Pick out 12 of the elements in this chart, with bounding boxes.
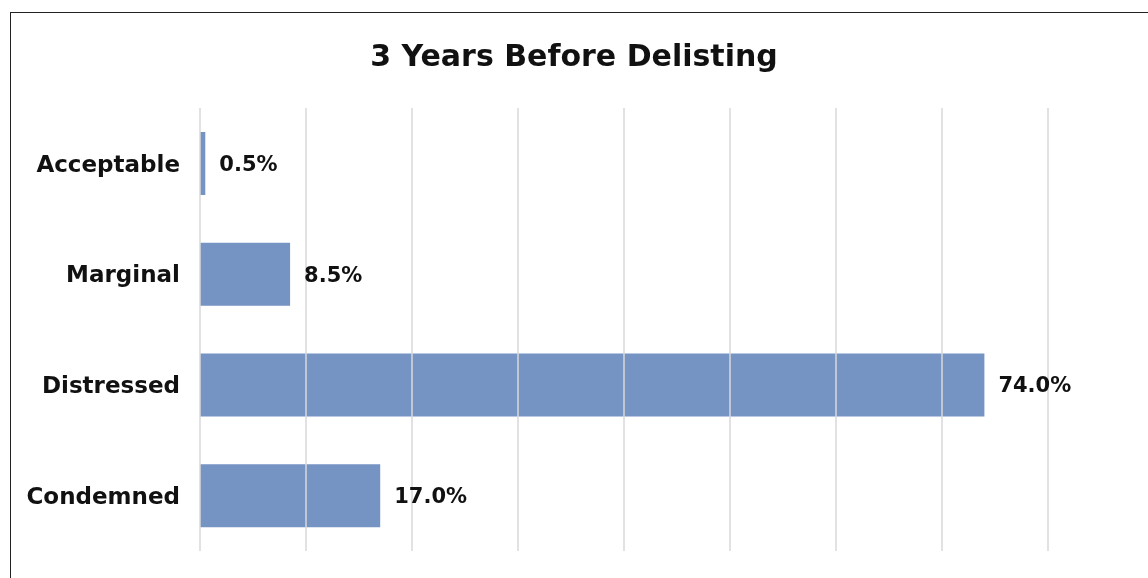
chart-title: 3 Years Before Delisting (369, 38, 779, 73)
data-label: 17.0% (394, 484, 468, 509)
y-tick-label: Distressed (41, 372, 180, 399)
data-label: 8.5% (304, 262, 363, 287)
y-tick-label: Acceptable (36, 150, 180, 177)
data-label: 0.5% (219, 151, 278, 176)
y-tick-label: Condemned (26, 482, 180, 509)
bar (200, 242, 291, 306)
y-tick-label: Marginal (66, 261, 180, 288)
data-label: 74.0% (998, 373, 1072, 398)
bar (200, 464, 381, 528)
bar (200, 353, 985, 417)
